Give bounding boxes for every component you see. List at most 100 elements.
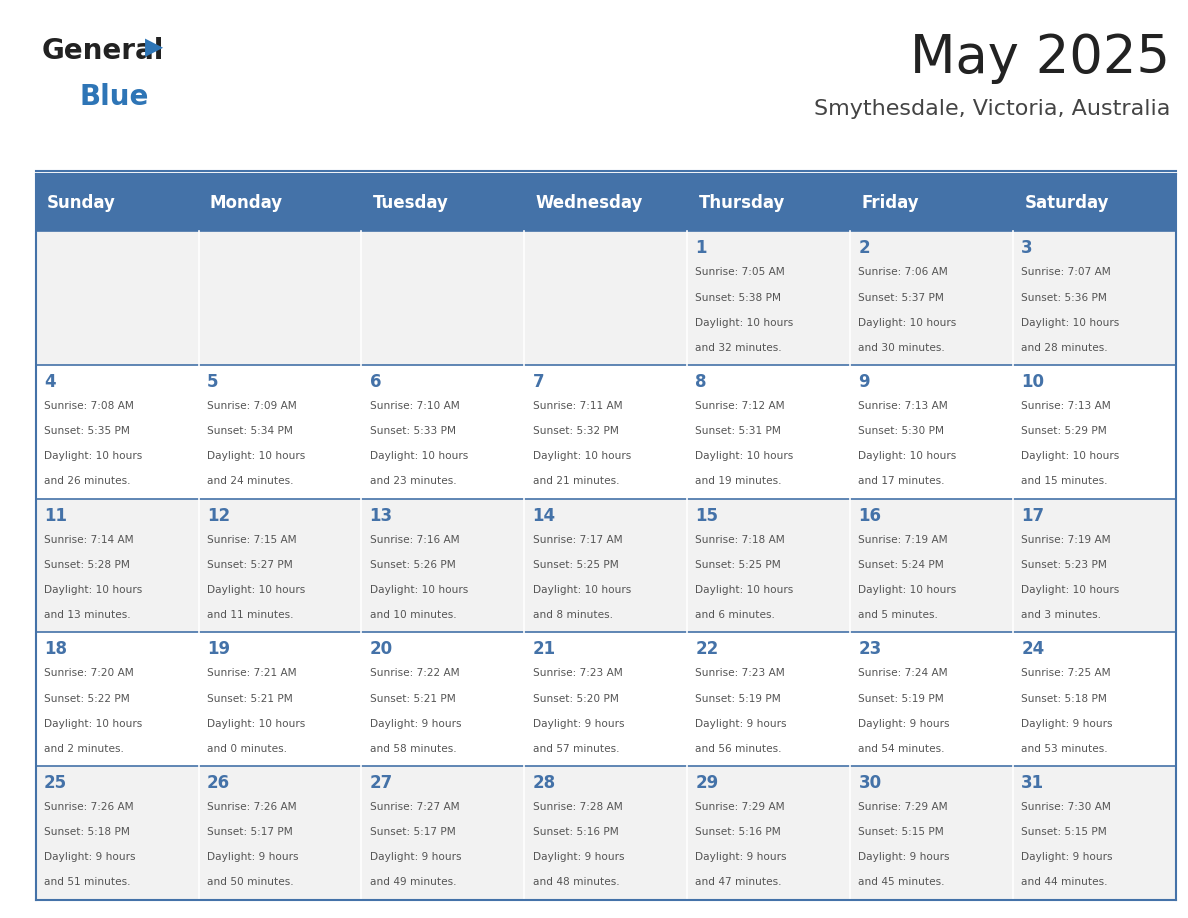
Text: and 6 minutes.: and 6 minutes. <box>695 610 776 621</box>
Text: Daylight: 10 hours: Daylight: 10 hours <box>532 452 631 462</box>
Text: and 58 minutes.: and 58 minutes. <box>369 744 456 754</box>
Text: Sunrise: 7:19 AM: Sunrise: 7:19 AM <box>859 535 948 544</box>
Bar <box>198 633 361 766</box>
Text: Sunset: 5:19 PM: Sunset: 5:19 PM <box>695 693 782 703</box>
Text: Sunrise: 7:07 AM: Sunrise: 7:07 AM <box>1022 267 1111 277</box>
Text: 17: 17 <box>1022 507 1044 525</box>
Bar <box>361 766 524 900</box>
Text: Daylight: 10 hours: Daylight: 10 hours <box>532 585 631 595</box>
Text: Sunrise: 7:20 AM: Sunrise: 7:20 AM <box>44 668 133 678</box>
Bar <box>688 633 851 766</box>
Bar <box>688 231 851 365</box>
Text: and 50 minutes.: and 50 minutes. <box>207 878 293 888</box>
Text: and 54 minutes.: and 54 minutes. <box>859 744 944 754</box>
Text: Sunset: 5:24 PM: Sunset: 5:24 PM <box>859 560 944 570</box>
Text: and 15 minutes.: and 15 minutes. <box>1022 476 1108 487</box>
Text: Sunrise: 7:13 AM: Sunrise: 7:13 AM <box>859 401 948 411</box>
Text: 12: 12 <box>207 507 229 525</box>
Text: and 47 minutes.: and 47 minutes. <box>695 878 782 888</box>
Text: and 8 minutes.: and 8 minutes. <box>532 610 613 621</box>
Text: Friday: Friday <box>861 194 920 212</box>
Text: Sunset: 5:22 PM: Sunset: 5:22 PM <box>44 693 129 703</box>
Text: Daylight: 9 hours: Daylight: 9 hours <box>44 852 135 862</box>
Text: Daylight: 10 hours: Daylight: 10 hours <box>369 452 468 462</box>
Bar <box>36 365 198 498</box>
Text: Sunrise: 7:12 AM: Sunrise: 7:12 AM <box>695 401 785 411</box>
Text: 6: 6 <box>369 373 381 391</box>
Text: Sunset: 5:26 PM: Sunset: 5:26 PM <box>369 560 455 570</box>
Text: Sunset: 5:37 PM: Sunset: 5:37 PM <box>859 293 944 303</box>
Text: 24: 24 <box>1022 641 1044 658</box>
Bar <box>361 231 524 365</box>
Text: Daylight: 10 hours: Daylight: 10 hours <box>695 585 794 595</box>
Text: Sunset: 5:21 PM: Sunset: 5:21 PM <box>369 693 455 703</box>
Text: Sunset: 5:31 PM: Sunset: 5:31 PM <box>695 426 782 436</box>
Text: Sunset: 5:35 PM: Sunset: 5:35 PM <box>44 426 129 436</box>
Text: Wednesday: Wednesday <box>536 194 643 212</box>
Bar <box>198 498 361 633</box>
Text: Sunrise: 7:24 AM: Sunrise: 7:24 AM <box>859 668 948 678</box>
Text: Sunrise: 7:11 AM: Sunrise: 7:11 AM <box>532 401 623 411</box>
Text: Daylight: 9 hours: Daylight: 9 hours <box>859 719 950 729</box>
Text: Tuesday: Tuesday <box>373 194 449 212</box>
Bar <box>851 766 1013 900</box>
Text: Sunset: 5:20 PM: Sunset: 5:20 PM <box>532 693 619 703</box>
Text: General: General <box>42 37 164 65</box>
Text: Sunset: 5:34 PM: Sunset: 5:34 PM <box>207 426 292 436</box>
Text: Sunrise: 7:17 AM: Sunrise: 7:17 AM <box>532 535 623 544</box>
Text: Daylight: 10 hours: Daylight: 10 hours <box>44 585 143 595</box>
Text: and 32 minutes.: and 32 minutes. <box>695 342 782 353</box>
Text: Sunset: 5:38 PM: Sunset: 5:38 PM <box>695 293 782 303</box>
Text: Daylight: 9 hours: Daylight: 9 hours <box>369 852 461 862</box>
Text: 1: 1 <box>695 240 707 257</box>
Text: and 11 minutes.: and 11 minutes. <box>207 610 293 621</box>
Bar <box>36 498 198 633</box>
Text: and 51 minutes.: and 51 minutes. <box>44 878 131 888</box>
Text: ▶: ▶ <box>145 35 163 59</box>
Bar <box>198 231 361 365</box>
Text: Daylight: 9 hours: Daylight: 9 hours <box>1022 852 1113 862</box>
Text: Daylight: 9 hours: Daylight: 9 hours <box>532 719 624 729</box>
Text: and 56 minutes.: and 56 minutes. <box>695 744 782 754</box>
Text: Sunset: 5:18 PM: Sunset: 5:18 PM <box>44 827 129 837</box>
Text: Sunset: 5:16 PM: Sunset: 5:16 PM <box>695 827 782 837</box>
Text: Sunset: 5:16 PM: Sunset: 5:16 PM <box>532 827 618 837</box>
Bar <box>1013 633 1176 766</box>
Text: 15: 15 <box>695 507 719 525</box>
Text: and 26 minutes.: and 26 minutes. <box>44 476 131 487</box>
Bar <box>688 174 851 231</box>
Text: Daylight: 10 hours: Daylight: 10 hours <box>695 452 794 462</box>
Text: Sunrise: 7:16 AM: Sunrise: 7:16 AM <box>369 535 460 544</box>
Text: 2: 2 <box>859 240 870 257</box>
Text: Daylight: 10 hours: Daylight: 10 hours <box>1022 452 1119 462</box>
Bar <box>1013 174 1176 231</box>
Text: 25: 25 <box>44 774 67 792</box>
Text: Daylight: 10 hours: Daylight: 10 hours <box>1022 318 1119 328</box>
Text: Sunset: 5:17 PM: Sunset: 5:17 PM <box>207 827 292 837</box>
Text: and 44 minutes.: and 44 minutes. <box>1022 878 1108 888</box>
Text: Sunset: 5:25 PM: Sunset: 5:25 PM <box>532 560 618 570</box>
Text: Sunset: 5:30 PM: Sunset: 5:30 PM <box>859 426 944 436</box>
Text: and 5 minutes.: and 5 minutes. <box>859 610 939 621</box>
Bar <box>524 231 688 365</box>
Text: and 0 minutes.: and 0 minutes. <box>207 744 286 754</box>
Bar <box>688 498 851 633</box>
Bar <box>1013 365 1176 498</box>
Bar <box>36 174 198 231</box>
Bar <box>524 633 688 766</box>
Text: and 23 minutes.: and 23 minutes. <box>369 476 456 487</box>
Bar <box>851 174 1013 231</box>
Text: Saturday: Saturday <box>1024 194 1110 212</box>
Text: 20: 20 <box>369 641 393 658</box>
Text: Sunset: 5:23 PM: Sunset: 5:23 PM <box>1022 560 1107 570</box>
Text: Sunset: 5:15 PM: Sunset: 5:15 PM <box>1022 827 1107 837</box>
Text: and 13 minutes.: and 13 minutes. <box>44 610 131 621</box>
Text: and 2 minutes.: and 2 minutes. <box>44 744 124 754</box>
Text: Sunrise: 7:29 AM: Sunrise: 7:29 AM <box>695 802 785 812</box>
Text: 7: 7 <box>532 373 544 391</box>
Bar <box>851 633 1013 766</box>
Text: Sunrise: 7:19 AM: Sunrise: 7:19 AM <box>1022 535 1111 544</box>
Bar <box>851 231 1013 365</box>
Text: 30: 30 <box>859 774 881 792</box>
Text: 4: 4 <box>44 373 56 391</box>
